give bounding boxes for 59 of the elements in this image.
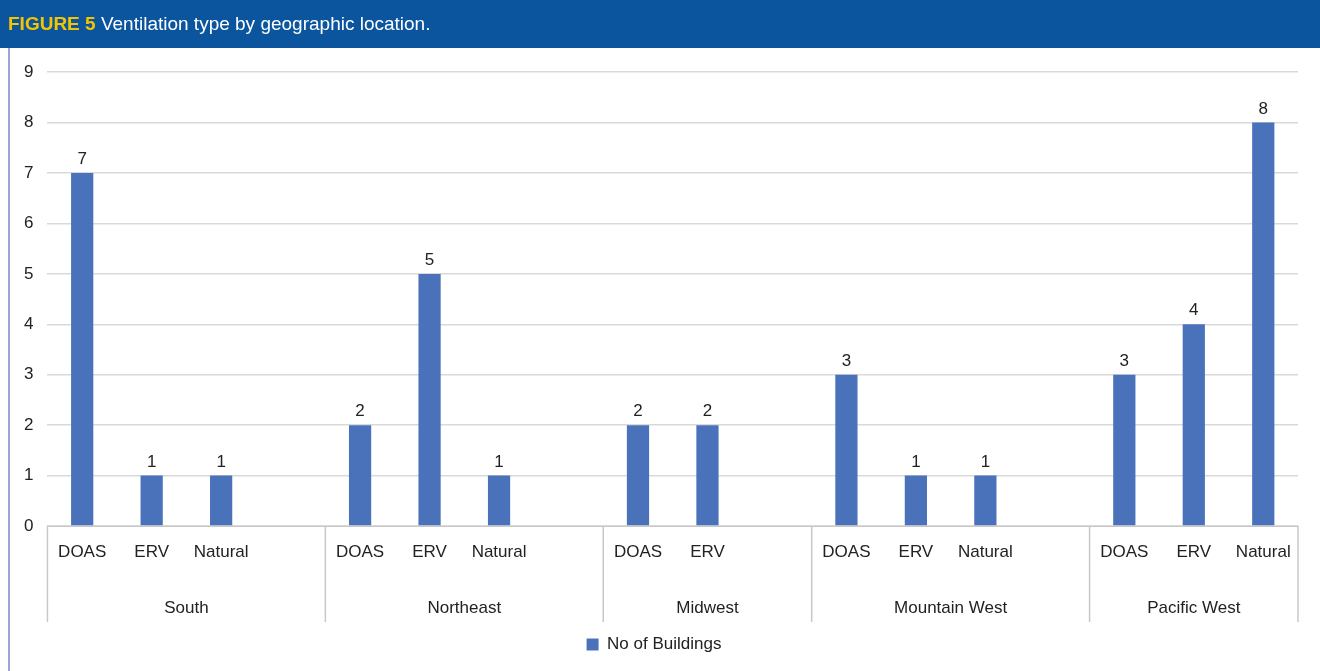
data-label: 2 (633, 401, 643, 421)
text: South (164, 597, 209, 617)
data-label: 3 (841, 350, 852, 370)
bar (1252, 122, 1275, 526)
x-tick-label: DOAS (613, 541, 663, 561)
y-tick-label: 7 (23, 162, 34, 182)
bar (696, 425, 719, 526)
data-label: 1 (216, 451, 226, 471)
y-tick-label: 9 (23, 61, 34, 81)
text: Northeast (427, 597, 502, 617)
y-tick-label: 0 (23, 515, 34, 535)
y-tick-label: 1 (23, 465, 34, 485)
chart-title: FIGURE 5 Ventilation type by geographic location. (0, 0, 1320, 48)
text: Pacific West (1147, 597, 1241, 617)
y-tick-label: 4 (23, 314, 34, 333)
data-label: 4 (1189, 300, 1199, 320)
data-label: 7 (77, 149, 87, 169)
data-label: 2 (702, 401, 713, 421)
x-tick-label: ERV (134, 541, 170, 561)
bar (904, 475, 928, 526)
x-tick-label: DOAS (1100, 541, 1149, 561)
data-label: 1 (911, 451, 921, 471)
x-tick-label: Natural (957, 541, 1013, 561)
x-tick-label: Natural (193, 541, 249, 561)
y-tick-label: 8 (23, 112, 34, 132)
data-label: 1 (146, 451, 157, 471)
bar (626, 425, 650, 526)
bar (418, 273, 441, 526)
y-tick-label: 6 (23, 213, 34, 233)
data-label: 3 (1119, 350, 1130, 370)
y-tick-label: 5 (23, 263, 34, 283)
text: Mountain West (894, 597, 1008, 617)
y-tick-label: 3 (23, 364, 34, 384)
x-tick-label: DOAS (58, 541, 107, 561)
legend-label: No of Buildings (607, 634, 722, 654)
x-tick-label: ERV (690, 541, 726, 561)
x-tick-label: Natural (471, 541, 527, 561)
data-label: 1 (980, 451, 991, 471)
data-label: 8 (1258, 98, 1268, 118)
x-tick-label: Natural (1235, 541, 1291, 561)
x-tick-label: DOAS (336, 541, 385, 561)
x-tick-label: ERV (898, 541, 934, 561)
text: Midwest (676, 597, 739, 617)
bar (210, 475, 233, 526)
data-label: 2 (355, 401, 365, 421)
bar (348, 425, 372, 526)
bar (835, 374, 858, 526)
bar (1182, 324, 1205, 526)
x-tick-label: ERV (1176, 541, 1212, 561)
bar (974, 475, 997, 526)
bar (71, 173, 94, 526)
x-tick-label: DOAS (822, 541, 871, 561)
y-tick-label: 2 (23, 414, 34, 434)
bar (140, 475, 163, 526)
data-label: 5 (424, 250, 435, 270)
bar (1113, 374, 1136, 526)
data-label: 1 (494, 451, 504, 471)
bar (487, 475, 511, 526)
x-tick-label: ERV (412, 541, 448, 561)
